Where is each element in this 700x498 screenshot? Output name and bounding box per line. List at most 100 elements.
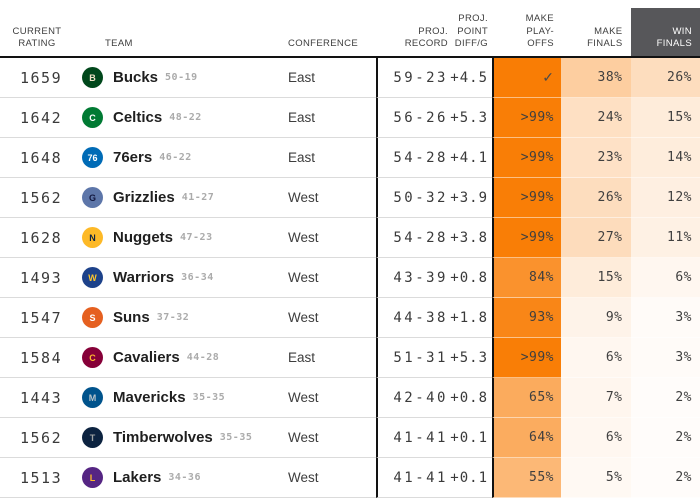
- rating-cell: 1562: [0, 418, 80, 458]
- table-row: 1584 C Cavaliers 44-28 East 51-31 +5.3 >…: [0, 338, 700, 378]
- team-cell: S Suns 37-32: [80, 298, 288, 338]
- rating-cell: 1562: [0, 178, 80, 218]
- make-playoffs-cell: >99%: [492, 218, 561, 258]
- conference-cell: East: [288, 338, 376, 378]
- make-playoffs-cell: >99%: [492, 98, 561, 138]
- team-cell: M Mavericks 35-35: [80, 378, 288, 418]
- table-row: 1659 B Bucks 50-19 East 59-23 +4.5 ✓ 38%…: [0, 58, 700, 98]
- team-name[interactable]: Suns: [113, 309, 150, 326]
- make-finals-cell: 15%: [561, 258, 631, 298]
- make-finals-cell: 38%: [561, 58, 631, 98]
- point-diff-cell: +0.1: [450, 458, 492, 498]
- team-name[interactable]: Celtics: [113, 109, 162, 126]
- win-finals-cell: 15%: [631, 98, 700, 138]
- cavaliers-logo-icon: C: [82, 347, 103, 368]
- proj-record-cell: 54-28: [376, 218, 450, 258]
- table-row: 1562 T Timberwolves 35-35 West 41-41 +0.…: [0, 418, 700, 458]
- proj-record-cell: 54-28: [376, 138, 450, 178]
- team-name[interactable]: Lakers: [113, 469, 161, 486]
- make-playoffs-cell: 93%: [492, 298, 561, 338]
- bucks-logo-icon: B: [82, 67, 103, 88]
- proj-record-cell: 42-40: [376, 378, 450, 418]
- win-finals-cell: 2%: [631, 378, 700, 418]
- win-finals-cell: 6%: [631, 258, 700, 298]
- make-playoffs-cell: 64%: [492, 418, 561, 458]
- conference-cell: West: [288, 298, 376, 338]
- team-record: 44-28: [187, 352, 220, 363]
- rating-cell: 1584: [0, 338, 80, 378]
- table-row: 1443 M Mavericks 35-35 West 42-40 +0.8 6…: [0, 378, 700, 418]
- team-name[interactable]: Bucks: [113, 69, 158, 86]
- make-finals-cell: 6%: [561, 338, 631, 378]
- team-record: 50-19: [165, 72, 198, 83]
- team-name[interactable]: Cavaliers: [113, 349, 180, 366]
- table-row: 1493 W Warriors 36-34 West 43-39 +0.8 84…: [0, 258, 700, 298]
- make-playoffs-cell: ✓: [492, 58, 561, 98]
- team-name[interactable]: Warriors: [113, 269, 174, 286]
- make-playoffs-cell: 55%: [492, 458, 561, 498]
- team-record: 35-35: [193, 392, 226, 403]
- header-win-finals: WIN FINALS: [631, 8, 700, 56]
- proj-record-cell: 41-41: [376, 458, 450, 498]
- rating-cell: 1628: [0, 218, 80, 258]
- header-make-playoffs: MAKE PLAY- OFFS: [492, 13, 561, 56]
- win-finals-cell: 3%: [631, 298, 700, 338]
- rating-cell: 1642: [0, 98, 80, 138]
- make-finals-cell: 9%: [561, 298, 631, 338]
- header-proj-point-diff: PROJ. POINT DIFF/G: [450, 13, 492, 56]
- team-name[interactable]: Nuggets: [113, 229, 173, 246]
- team-record: 46-22: [159, 152, 192, 163]
- warriors-logo-icon: W: [82, 267, 103, 288]
- proj-record-cell: 51-31: [376, 338, 450, 378]
- team-cell: W Warriors 36-34: [80, 258, 288, 298]
- point-diff-cell: +5.3: [450, 338, 492, 378]
- header-make-finals: MAKE FINALS: [561, 26, 631, 56]
- rating-cell: 1443: [0, 378, 80, 418]
- header-conference: CONFERENCE: [288, 38, 376, 56]
- make-finals-cell: 24%: [561, 98, 631, 138]
- win-finals-cell: 26%: [631, 58, 700, 98]
- team-record: 36-34: [181, 272, 214, 283]
- suns-logo-icon: S: [82, 307, 103, 328]
- team-record: 35-35: [220, 432, 253, 443]
- rating-cell: 1493: [0, 258, 80, 298]
- rating-cell: 1659: [0, 58, 80, 98]
- team-name[interactable]: Mavericks: [113, 389, 186, 406]
- team-record: 37-32: [157, 312, 190, 323]
- conference-cell: West: [288, 418, 376, 458]
- table-row: 1642 C Celtics 48-22 East 56-26 +5.3 >99…: [0, 98, 700, 138]
- proj-record-cell: 44-38: [376, 298, 450, 338]
- rating-cell: 1547: [0, 298, 80, 338]
- team-name[interactable]: 76ers: [113, 149, 152, 166]
- conference-cell: East: [288, 58, 376, 98]
- header-team: TEAM: [80, 38, 288, 56]
- make-finals-cell: 26%: [561, 178, 631, 218]
- make-finals-cell: 23%: [561, 138, 631, 178]
- lakers-logo-icon: L: [82, 467, 103, 488]
- team-cell: N Nuggets 47-23: [80, 218, 288, 258]
- make-finals-cell: 7%: [561, 378, 631, 418]
- point-diff-cell: +1.8: [450, 298, 492, 338]
- team-record: 47-23: [180, 232, 213, 243]
- team-name[interactable]: Grizzlies: [113, 189, 175, 206]
- team-cell: 76 76ers 46-22: [80, 138, 288, 178]
- rating-cell: 1648: [0, 138, 80, 178]
- team-record: 41-27: [182, 192, 215, 203]
- table-row: 1513 L Lakers 34-36 West 41-41 +0.1 55% …: [0, 458, 700, 498]
- team-cell: L Lakers 34-36: [80, 458, 288, 498]
- make-playoffs-cell: 65%: [492, 378, 561, 418]
- team-record: 34-36: [168, 472, 201, 483]
- point-diff-cell: +3.9: [450, 178, 492, 218]
- proj-record-cell: 50-32: [376, 178, 450, 218]
- make-playoffs-cell: >99%: [492, 338, 561, 378]
- mavericks-logo-icon: M: [82, 387, 103, 408]
- table-body: 1659 B Bucks 50-19 East 59-23 +4.5 ✓ 38%…: [0, 58, 700, 498]
- conference-cell: East: [288, 138, 376, 178]
- proj-record-cell: 56-26: [376, 98, 450, 138]
- make-playoffs-cell: >99%: [492, 138, 561, 178]
- header-proj-record: PROJ. RECORD: [376, 26, 450, 56]
- timberwolves-logo-icon: T: [82, 427, 103, 448]
- team-name[interactable]: Timberwolves: [113, 429, 213, 446]
- point-diff-cell: +0.8: [450, 378, 492, 418]
